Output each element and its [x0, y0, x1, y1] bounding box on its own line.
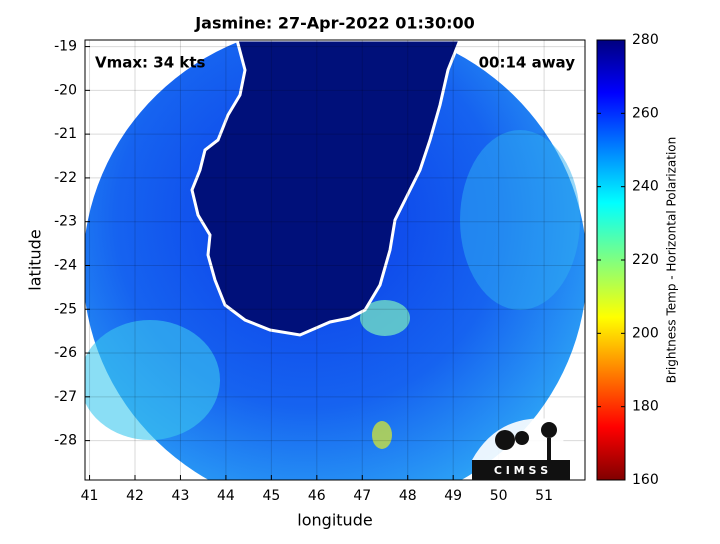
colorbar-label: Brightness Temp - Horizontal Polarizatio…: [665, 137, 679, 384]
colorbar-tick-label: 200: [632, 325, 659, 341]
colorbar-tick-label: 240: [632, 179, 659, 195]
colorbar: [596, 39, 626, 481]
warm-patch: [372, 421, 392, 449]
y-tick-label: -28: [54, 433, 77, 449]
y-tick-label: -24: [54, 257, 77, 273]
y-tick-label: -23: [54, 214, 77, 230]
y-tick-label: -22: [54, 170, 77, 186]
x-tick-label: 41: [81, 488, 99, 504]
x-tick-label: 51: [535, 488, 553, 504]
x-tick-label: 50: [490, 488, 508, 504]
warm-patch: [85, 320, 220, 440]
y-tick-label: -21: [54, 126, 77, 142]
warm-patch: [360, 300, 410, 336]
logo: C I M S S: [472, 418, 570, 480]
x-tick-label: 47: [353, 488, 371, 504]
annotation: Vmax: 34 kts: [95, 54, 205, 72]
chart-title: Jasmine: 27-Apr-2022 01:30:00: [194, 14, 475, 33]
y-tick-label: -25: [54, 301, 77, 317]
x-tick-label: 49: [444, 488, 462, 504]
colorbar-tick-label: 160: [632, 472, 659, 488]
imagery: [85, 40, 585, 480]
colorbar-tick-label: 280: [632, 32, 659, 48]
x-tick-label: 44: [217, 488, 235, 504]
colorbar-tick-label: 220: [632, 252, 659, 268]
x-tick-label: 46: [308, 488, 326, 504]
x-axis-label: longitude: [297, 511, 372, 530]
y-axis-label: latitude: [26, 229, 45, 290]
x-tick-label: 48: [399, 488, 417, 504]
y-tick-label: -26: [54, 345, 77, 361]
x-tick-label: 43: [172, 488, 190, 504]
y-tick-label: -27: [54, 389, 77, 405]
land: [190, 40, 462, 337]
x-tick-label: 45: [262, 488, 280, 504]
plot-frame: [84, 39, 586, 481]
logo-text: C I M S S: [494, 464, 548, 477]
colorbar-tick-label: 180: [632, 399, 659, 415]
annotation: 00:14 away: [479, 54, 576, 72]
axes: [85, 40, 585, 480]
colorbar-tick-label: 260: [632, 105, 659, 121]
y-tick-label: -20: [54, 82, 77, 98]
x-tick-label: 42: [126, 488, 144, 504]
warm-patch: [460, 130, 580, 310]
y-tick-label: -19: [54, 39, 77, 55]
